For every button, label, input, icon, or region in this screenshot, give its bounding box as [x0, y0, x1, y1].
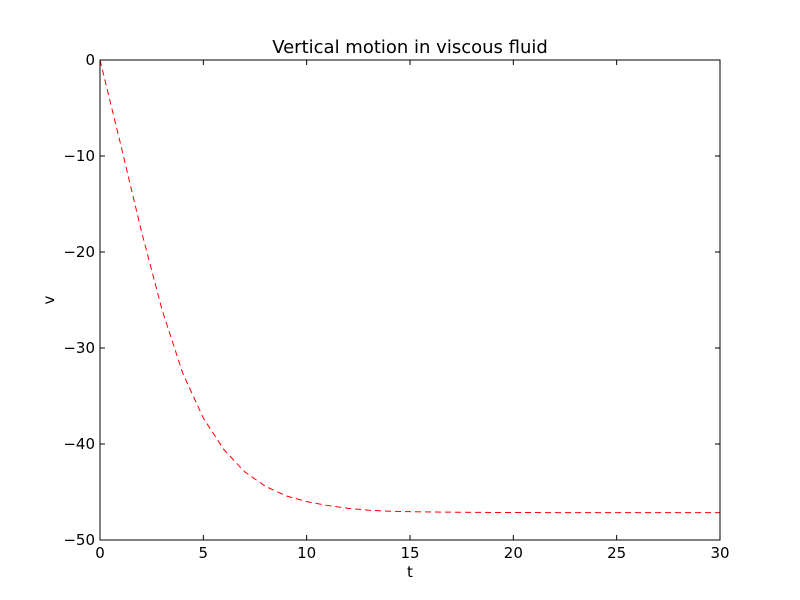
x-tick-label: 25	[607, 544, 626, 562]
series-line-0	[99, 59, 720, 514]
y-tick-label: −40	[63, 435, 95, 453]
y-axis-label: v	[40, 295, 58, 304]
x-axis-label: t	[407, 563, 413, 581]
x-tick-label: 10	[297, 544, 316, 562]
tick-layer: 0 5 10 15 20 25 30 0 −10 −20 −30 −40 −50	[63, 51, 729, 562]
chart-title: Vertical motion in viscous fluid	[272, 37, 548, 58]
y-tick-label: −30	[63, 339, 95, 357]
y-tick-label: −10	[63, 147, 95, 165]
y-tick-label: −20	[63, 243, 95, 261]
x-tick-label: 15	[400, 544, 419, 562]
x-tick-label: 20	[504, 544, 523, 562]
x-tick-label: 30	[710, 544, 729, 562]
x-tick-label: 0	[95, 544, 105, 562]
y-tick-label: 0	[85, 51, 95, 69]
plot-layer	[99, 59, 720, 514]
y-tick-label: −50	[63, 531, 95, 549]
x-tick-label: 5	[199, 544, 209, 562]
